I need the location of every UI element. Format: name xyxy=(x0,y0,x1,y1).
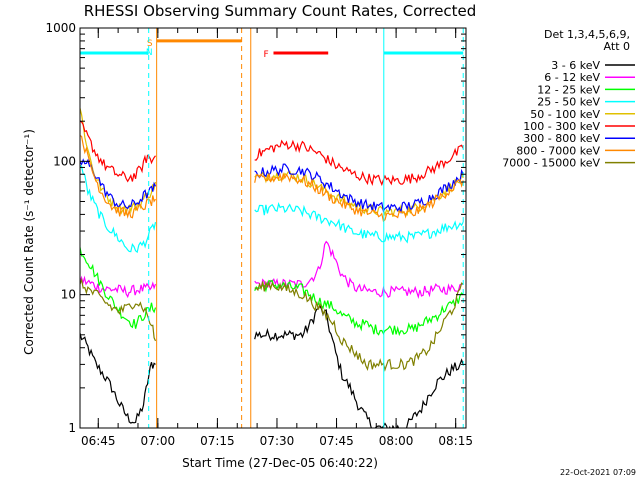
series-line-5-seg-1 xyxy=(254,139,464,187)
series-line-8-seg-0 xyxy=(80,277,157,342)
series-line-4-seg-0 xyxy=(80,108,157,216)
x-tick-label-2: 07:15 xyxy=(200,434,235,448)
plot-frame xyxy=(79,27,467,429)
series-line-2-seg-1 xyxy=(254,279,464,337)
series-line-8-seg-1 xyxy=(254,280,464,372)
series-line-7-seg-0 xyxy=(80,135,156,219)
series-line-5-seg-0 xyxy=(80,120,156,183)
series-line-3-seg-0 xyxy=(80,164,157,254)
legend-label-0: 3 - 6 keV xyxy=(551,59,600,72)
legend-label-7: 800 - 7000 keV xyxy=(516,144,600,157)
legend-header-0: Det 1,3,4,5,6,9, xyxy=(544,28,630,41)
y-tick-label-0: 1 xyxy=(68,421,76,435)
legend-label-1: 6 - 12 keV xyxy=(544,71,600,84)
series-line-3-seg-1 xyxy=(254,201,464,244)
legend-label-4: 50 - 100 keV xyxy=(530,108,600,121)
legend-label-2: 12 - 25 keV xyxy=(537,83,600,96)
series-line-0-seg-0 xyxy=(80,332,156,424)
y-axis-label: Corrected Count Rate (s⁻¹ detector⁻¹) xyxy=(22,129,36,355)
saa-bar-label: S xyxy=(147,39,153,49)
x-tick-label-4: 07:45 xyxy=(319,434,354,448)
series-line-1-seg-0 xyxy=(80,275,157,299)
legend-label-5: 100 - 300 keV xyxy=(523,120,600,133)
render-timestamp: 22-Oct-2021 07:09 xyxy=(560,468,636,477)
y-tick-label-2: 100 xyxy=(53,154,76,168)
series-line-0-seg-1 xyxy=(254,304,464,428)
plot-area: SN F 1 10 100 1000 06:45 07:00 07:15 07:30 07:45 08… xyxy=(45,21,473,448)
y-tick-label-3: 1000 xyxy=(45,21,76,35)
flare-bar-label: F xyxy=(263,50,268,60)
y-tick-label-1: 10 xyxy=(61,288,76,302)
chart-title: RHESSI Observing Summary Count Rates, Co… xyxy=(84,2,477,20)
legend-label-8: 7000 - 15000 keV xyxy=(502,157,600,170)
series-line-1-seg-1 xyxy=(254,240,464,300)
x-tick-label-6: 08:15 xyxy=(438,434,473,448)
legend-label-3: 25 - 50 keV xyxy=(537,96,600,109)
x-tick-label-0: 06:45 xyxy=(81,434,116,448)
legend-label-6: 300 - 800 keV xyxy=(523,132,600,145)
x-tick-label-1: 07:00 xyxy=(141,434,176,448)
legend-header-1: Att 0 xyxy=(604,40,630,53)
x-tick-label-5: 08:00 xyxy=(379,434,414,448)
night-label: N xyxy=(146,48,153,58)
x-tick-label-3: 07:30 xyxy=(260,434,295,448)
x-axis-label: Start Time (27-Dec-05 06:40:22) xyxy=(182,456,378,470)
series-group xyxy=(80,108,464,428)
series-line-7-seg-1 xyxy=(254,172,464,223)
